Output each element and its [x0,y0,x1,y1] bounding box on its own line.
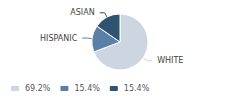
svg-text:69.2%: 69.2% [25,84,51,93]
svg-text:HISPANIC: HISPANIC [40,34,78,43]
svg-text:15.4%: 15.4% [124,84,150,93]
svg-text:ASIAN: ASIAN [70,8,94,17]
svg-text:15.4%: 15.4% [74,84,100,93]
svg-text:WHITE: WHITE [157,56,183,65]
